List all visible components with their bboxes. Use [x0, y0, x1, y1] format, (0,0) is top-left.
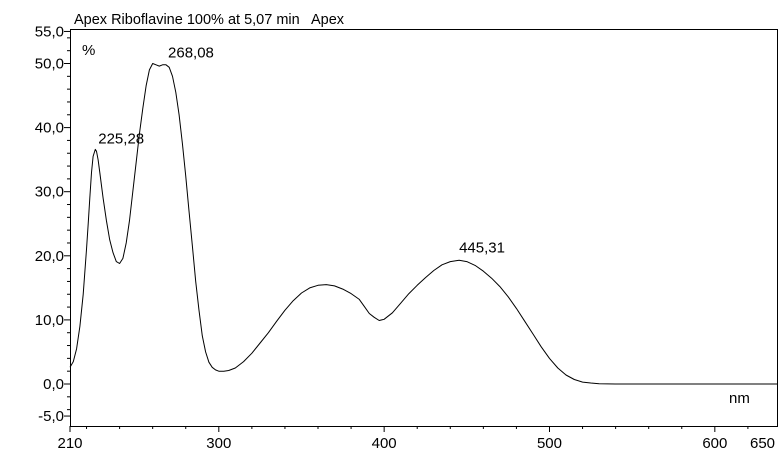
- x-tick-label: 400: [372, 435, 397, 452]
- x-axis-unit-label: nm: [729, 390, 750, 407]
- peak-label: 268,08: [168, 45, 214, 62]
- peak-label: 445,31: [459, 239, 505, 256]
- x-tick-label: 300: [206, 435, 231, 452]
- plot-frame: [70, 29, 778, 427]
- x-axis: 210 300 400 500 600 650: [57, 426, 775, 452]
- y-tick-label: 30,0: [35, 184, 64, 201]
- y-tick-label: 10,0: [35, 312, 64, 329]
- y-tick-label: 40,0: [35, 120, 64, 137]
- y-tick-label: 55,0: [35, 23, 64, 40]
- x-tick-label: 600: [702, 435, 727, 452]
- x-tick-label: 500: [537, 435, 562, 452]
- x-tick-label: 650: [750, 435, 775, 452]
- y-tick-label: 0,0: [43, 376, 64, 393]
- y-tick-label: -5,0: [38, 408, 64, 425]
- y-tick-label: 20,0: [35, 248, 64, 265]
- peak-label: 225,28: [98, 130, 144, 147]
- x-tick-label: 210: [57, 435, 82, 452]
- chart-title: Apex Riboflavine 100% at 5,07 min Apex: [74, 12, 345, 28]
- series-line: [69, 63, 777, 385]
- peak-annotations: 225,28 268,08 445,31: [98, 45, 505, 257]
- y-axis: 55,0 50,0 40,0 30,0 20,0 10,0 0,0 -5,0: [35, 23, 70, 425]
- y-tick-label: 50,0: [35, 56, 64, 73]
- y-axis-unit-label: %: [82, 42, 95, 59]
